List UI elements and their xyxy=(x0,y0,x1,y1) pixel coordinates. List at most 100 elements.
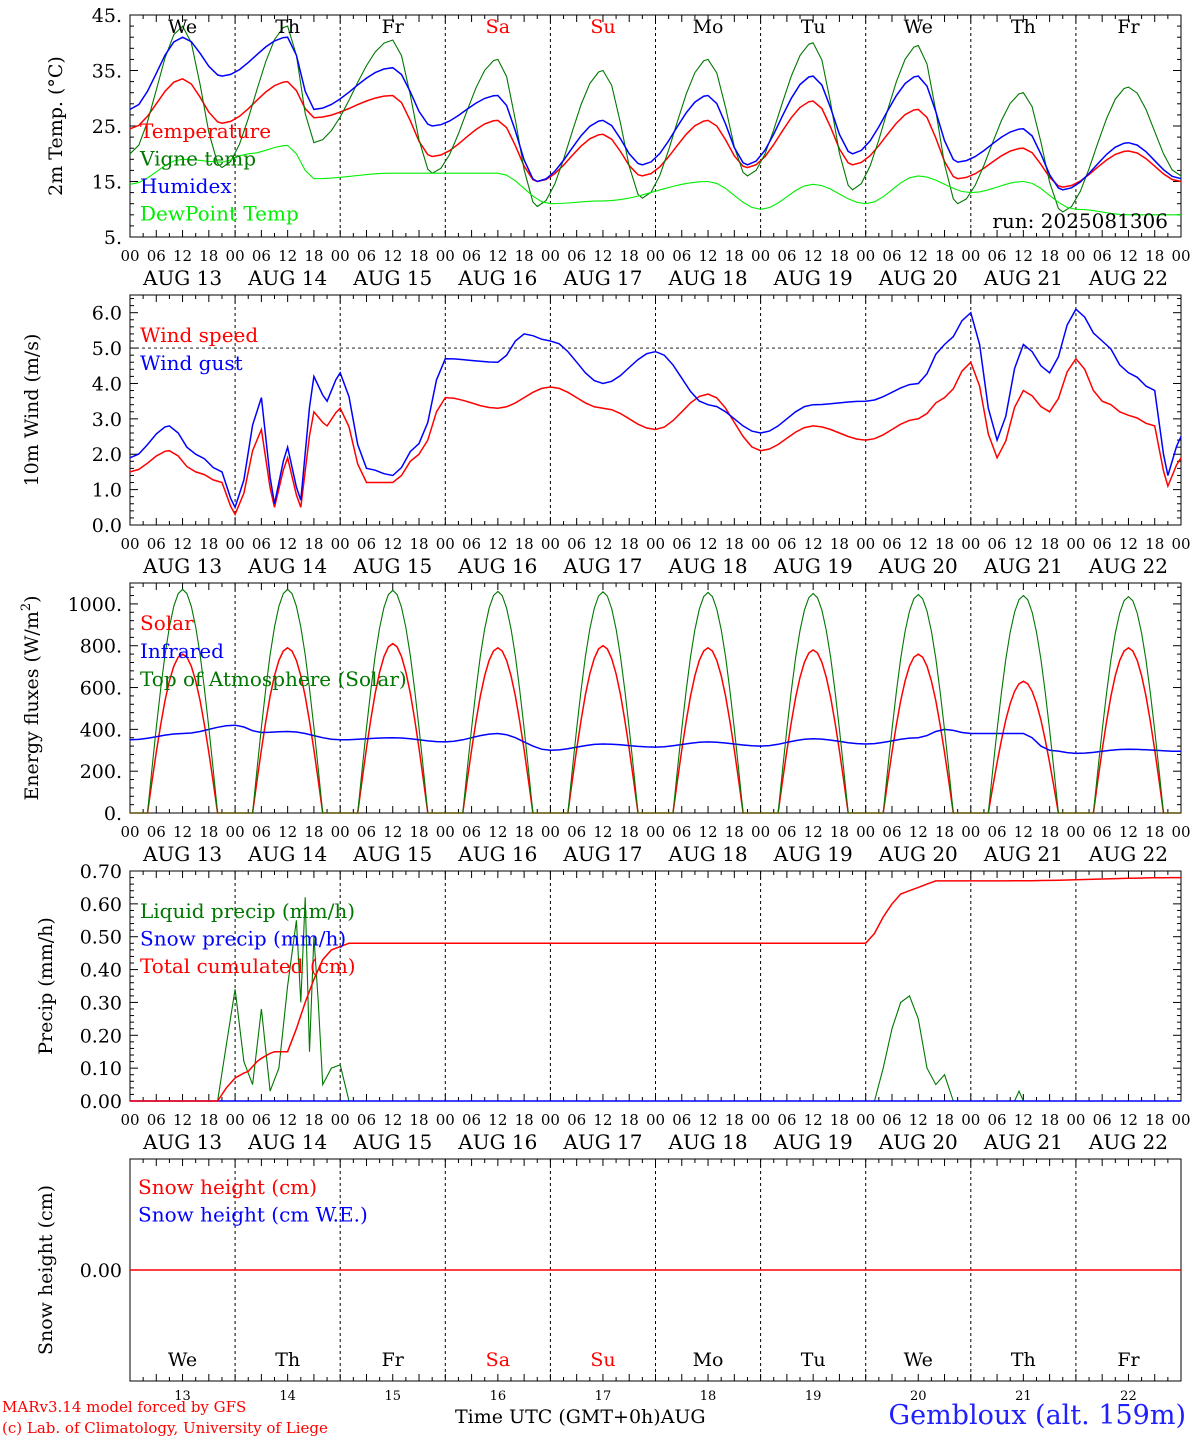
panel-1: 5. 15. 25. 35. 45. 2m Temp. (°C) Temperature Vi… xyxy=(45,5,1191,290)
hour-tick-label: 18 xyxy=(199,823,218,841)
hour-tick-label: 12 xyxy=(278,1111,297,1129)
y-tick-label: 0.10 xyxy=(80,1058,122,1080)
hour-tick-label: 12 xyxy=(804,247,823,265)
hour-tick-label: 12 xyxy=(804,535,823,553)
hour-tick-label: 00 xyxy=(541,247,560,265)
date-label: AUG 19 xyxy=(773,266,853,290)
hour-tick-label: 00 xyxy=(646,535,665,553)
panel-3: 0. 200. 400. 600. 800. 1000. Energy fluxes (W/… xyxy=(19,582,1191,866)
hour-tick-label: 06 xyxy=(147,535,166,553)
date-label: AUG 20 xyxy=(878,1130,958,1154)
hour-tick-label: 00 xyxy=(751,247,770,265)
hour-tick-label: 18 xyxy=(409,823,428,841)
hour-tick-label: 06 xyxy=(988,1111,1007,1129)
hour-tick-label: 12 xyxy=(173,1111,192,1129)
hour-tick-label: 06 xyxy=(777,535,796,553)
series-top-of-atmosphere-solar xyxy=(130,588,1181,814)
hour-tick-label: 18 xyxy=(199,1111,218,1129)
series-infrared xyxy=(129,724,1182,755)
date-label: AUG 16 xyxy=(457,266,537,290)
y-tick-label: 1.0 xyxy=(92,480,122,502)
date-label: AUG 18 xyxy=(668,1130,748,1154)
weekday-label: We xyxy=(904,16,933,38)
hour-tick-label: 00 xyxy=(436,823,455,841)
y-tick-label: 800. xyxy=(80,636,122,658)
date-label: AUG 19 xyxy=(773,842,853,866)
location-label: Gembloux (alt. 159m) xyxy=(888,1400,1186,1431)
y-tick-label: 3.0 xyxy=(92,409,122,431)
hour-tick-label: 12 xyxy=(699,823,718,841)
day-number-label: 21 xyxy=(1015,1389,1032,1404)
date-label: AUG 14 xyxy=(247,1130,327,1154)
date-label: AUG 22 xyxy=(1088,1130,1168,1154)
hour-tick-label: 18 xyxy=(935,1111,954,1129)
panel-2: 0.0 1.0 2.0 3.0 4.0 5.0 6.0 10m Wind (m/s) Wind … xyxy=(21,294,1191,578)
date-label: AUG 13 xyxy=(142,1130,222,1154)
date-label: AUG 21 xyxy=(983,1130,1063,1154)
hour-tick-label: 12 xyxy=(278,247,297,265)
hour-tick-label: 12 xyxy=(804,823,823,841)
hour-tick-label: 06 xyxy=(777,247,796,265)
weekday-label: Fr xyxy=(1117,1349,1140,1371)
weekday-label: Su xyxy=(590,16,615,38)
day-number-label: 20 xyxy=(910,1389,927,1404)
weekday-label: Tu xyxy=(801,1349,826,1371)
hour-tick-label: 12 xyxy=(699,247,718,265)
hour-tick-label: 12 xyxy=(1119,823,1138,841)
hour-tick-label: 06 xyxy=(147,247,166,265)
day-number-label: 16 xyxy=(490,1389,507,1404)
date-label: AUG 17 xyxy=(562,842,642,866)
hour-tick-label: 00 xyxy=(541,823,560,841)
y-tick-label: 0.20 xyxy=(80,1025,122,1047)
hour-tick-label: 00 xyxy=(751,535,770,553)
date-label: AUG 15 xyxy=(352,554,432,578)
hour-tick-label: 18 xyxy=(409,247,428,265)
hour-tick-label: 12 xyxy=(1014,1111,1033,1129)
y-tick-label: 4.0 xyxy=(92,373,122,395)
hour-tick-label: 18 xyxy=(935,823,954,841)
hour-tick-label: 18 xyxy=(515,247,534,265)
hour-tick-label: 18 xyxy=(409,1111,428,1129)
hour-tick-label: 00 xyxy=(331,535,350,553)
hour-tick-label: 18 xyxy=(620,535,639,553)
date-label: AUG 16 xyxy=(457,1130,537,1154)
weekday-label: Fr xyxy=(1117,16,1140,38)
hour-tick-label: 06 xyxy=(252,247,271,265)
month-label: AUG xyxy=(660,1406,706,1428)
hour-tick-label: 12 xyxy=(909,535,928,553)
y-tick-label: 0.00 xyxy=(80,1091,122,1113)
date-label: AUG 22 xyxy=(1088,842,1168,866)
series-vigne-temp xyxy=(129,25,1182,213)
legend-entry: Total cumulated (cm) xyxy=(140,954,356,978)
hour-tick-label: 12 xyxy=(1014,823,1033,841)
legend-entry: Top of Atmosphere (Solar) xyxy=(140,667,407,691)
hour-tick-label: 00 xyxy=(436,247,455,265)
legend-entry: DewPoint Temp xyxy=(140,202,299,226)
date-label: AUG 19 xyxy=(773,554,853,578)
hour-tick-label: 06 xyxy=(882,535,901,553)
hour-tick-label: 06 xyxy=(567,247,586,265)
y-tick-label: 200. xyxy=(80,761,122,783)
hour-tick-label: 18 xyxy=(304,823,323,841)
weekday-label: Th xyxy=(1011,1349,1036,1371)
hour-tick-label: 00 xyxy=(226,823,245,841)
series-line xyxy=(129,357,1182,517)
panel-5: 0.00 Snow height (cm) Snow height (cm) Snow… xyxy=(35,1158,1182,1404)
y-tick-label: 2.0 xyxy=(92,444,122,466)
hour-tick-label: 12 xyxy=(173,247,192,265)
hour-tick-label: 18 xyxy=(830,823,849,841)
date-label: AUG 13 xyxy=(142,554,222,578)
hour-tick-label: 18 xyxy=(1145,535,1164,553)
y-tick-label: 0.0 xyxy=(92,515,122,537)
hour-tick-label: 06 xyxy=(672,247,691,265)
legend-entry: Humidex xyxy=(140,174,232,198)
hour-tick-label: 06 xyxy=(882,1111,901,1129)
date-label: AUG 18 xyxy=(668,266,748,290)
series-line xyxy=(129,724,1182,755)
y-tick-label: 25. xyxy=(92,116,122,138)
hour-tick-label: 00 xyxy=(226,247,245,265)
hour-tick-label: 00 xyxy=(856,535,875,553)
hour-tick-label: 06 xyxy=(1093,535,1112,553)
y-tick-label: 6.0 xyxy=(92,303,122,325)
